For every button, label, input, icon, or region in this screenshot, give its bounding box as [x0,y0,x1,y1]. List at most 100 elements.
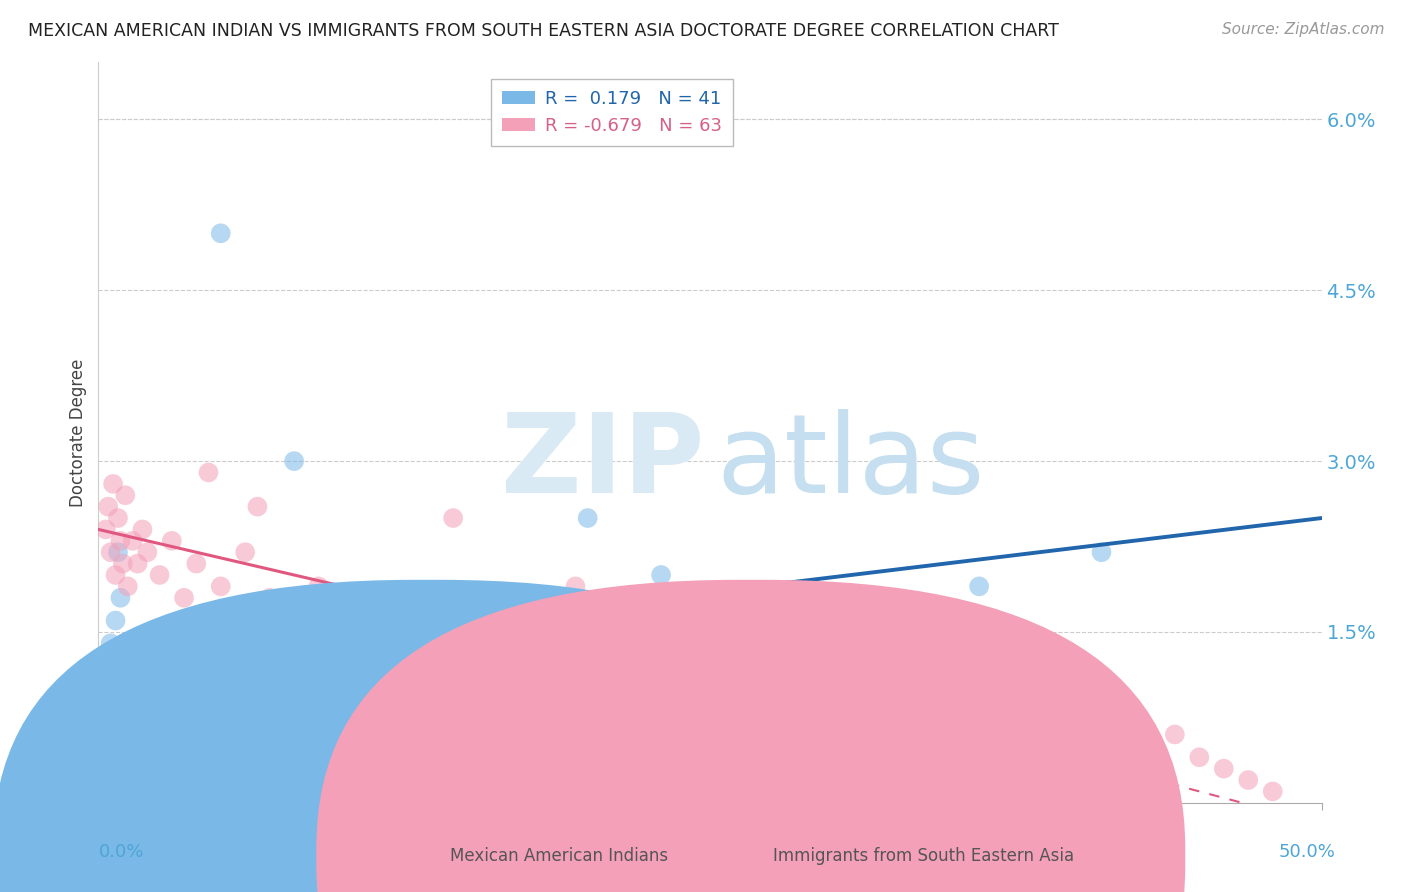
Point [100,545,122,559]
Point [1164,727,1187,741]
Point [101,476,124,491]
Point [186,705,208,719]
Point [454,614,477,628]
Point [94,523,117,537]
Point [1261,784,1284,798]
Point [136,705,159,719]
Point [173,591,195,605]
Point [870,681,893,696]
Point [283,454,305,468]
Point [381,602,404,616]
Point [1042,693,1064,707]
Point [110,591,132,605]
Point [117,579,139,593]
Point [600,624,623,639]
Point [308,716,330,731]
Point [308,579,330,593]
Point [845,624,868,639]
Point [503,624,526,639]
Point [527,602,550,616]
Text: MEXICAN AMERICAN INDIAN VS IMMIGRANTS FROM SOUTH EASTERN ASIA DOCTORATE DEGREE C: MEXICAN AMERICAN INDIAN VS IMMIGRANTS FR… [28,22,1059,40]
Point [503,614,526,628]
Point [675,648,697,662]
Point [576,511,599,525]
Point [117,762,139,776]
Point [197,466,219,480]
Point [186,557,208,571]
Point [94,659,117,673]
Point [723,681,745,696]
Point [124,772,146,787]
Point [675,671,697,685]
Point [127,648,149,662]
Point [121,693,143,707]
Point [120,716,142,731]
Point [356,671,378,685]
Point [797,671,820,685]
Point [107,511,129,525]
Point [209,227,232,241]
Point [283,602,305,616]
Point [626,659,648,673]
Point [1188,750,1211,764]
Point [1066,716,1088,731]
Point [748,659,770,673]
Point [332,614,354,628]
Point [107,545,129,559]
Point [699,648,721,662]
Point [564,579,586,593]
Point [553,591,575,605]
Point [441,511,464,525]
Point [101,727,124,741]
Point [748,602,770,616]
Point [121,533,143,548]
Point [100,681,122,696]
Point [920,716,942,731]
Text: Immigrants from South Eastern Asia: Immigrants from South Eastern Asia [773,847,1074,865]
Text: Source: ZipAtlas.com: Source: ZipAtlas.com [1222,22,1385,37]
Point [156,750,179,764]
Point [114,750,136,764]
Point [97,500,120,514]
Point [209,579,232,593]
Point [1212,762,1234,776]
Point [430,591,453,605]
Point [141,671,163,685]
Point [576,648,599,662]
Point [246,693,269,707]
Legend: R =  0.179   N = 41, R = -0.679   N = 63: R = 0.179 N = 41, R = -0.679 N = 63 [491,78,733,145]
Point [110,533,132,548]
Point [650,568,672,582]
Point [821,705,844,719]
Point [650,636,672,650]
Point [270,648,294,662]
Point [111,557,134,571]
Point [1237,772,1260,787]
Point [160,681,183,696]
Text: Mexican American Indians: Mexican American Indians [450,847,668,865]
Point [553,636,575,650]
Point [967,579,990,593]
Point [967,705,990,719]
Point [111,739,134,753]
Point [356,591,378,605]
Point [405,624,427,639]
Text: ZIP: ZIP [501,409,704,516]
Point [797,681,820,696]
Point [319,624,342,639]
Point [197,659,219,673]
Text: 50.0%: 50.0% [1279,843,1336,861]
Y-axis label: Doctorate Degree: Doctorate Degree [69,359,87,507]
Point [259,591,281,605]
Point [127,557,149,571]
Point [149,568,172,582]
Text: 0.0%: 0.0% [98,843,143,861]
Point [131,727,153,741]
Point [160,533,183,548]
Point [100,636,122,650]
Point [104,614,127,628]
Point [478,636,501,650]
Point [136,545,159,559]
Point [233,545,256,559]
Point [772,693,794,707]
